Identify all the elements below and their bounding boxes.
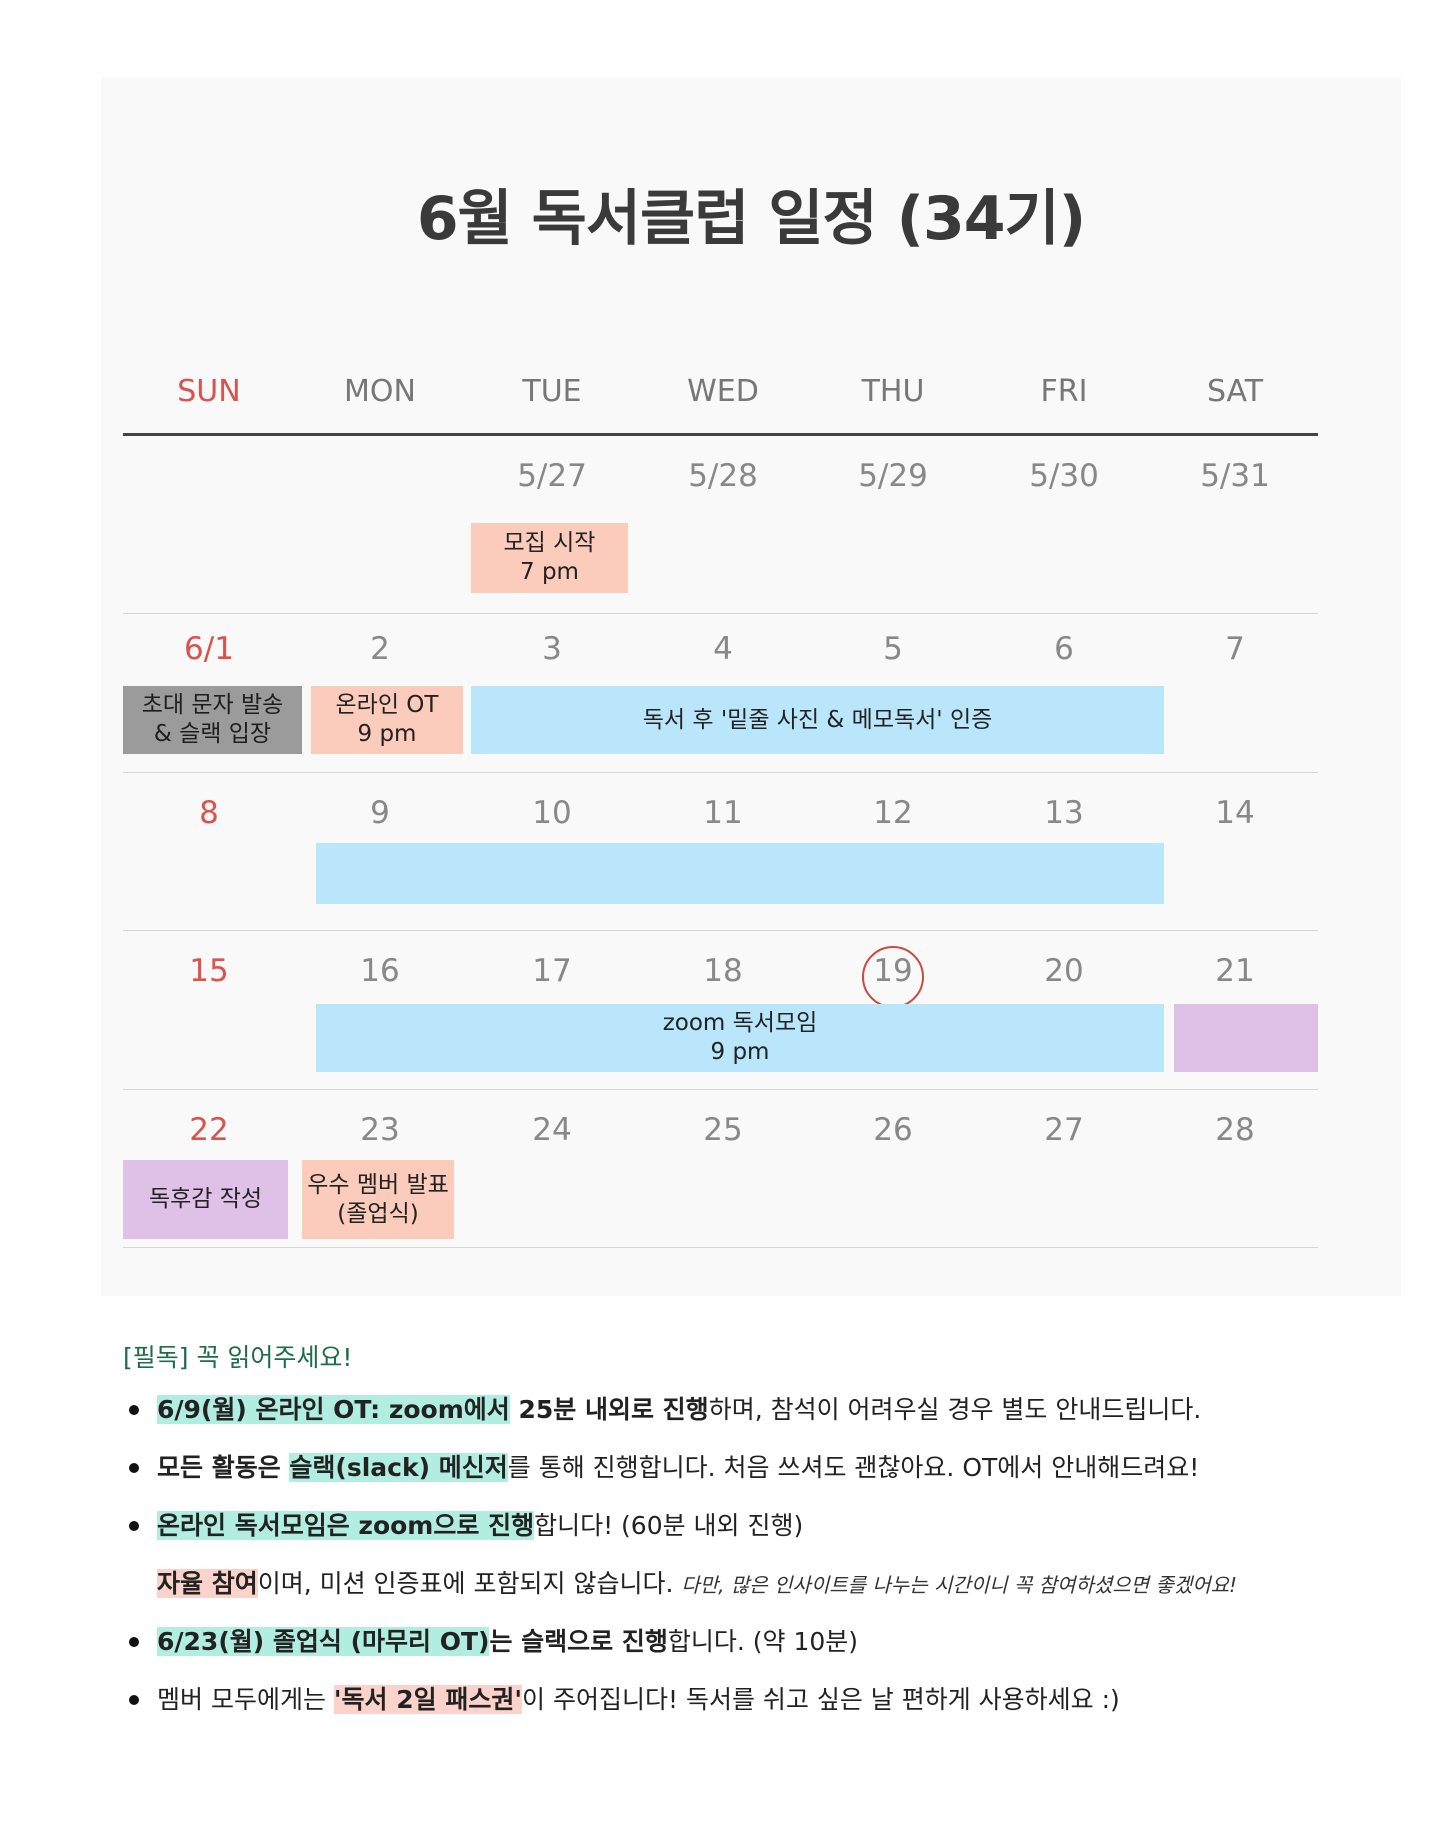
date-cell: 5/29 [858, 458, 928, 494]
date-cell: 14 [1215, 795, 1255, 831]
date-cell: 26 [873, 1112, 913, 1148]
date-cell: 7 [1225, 631, 1245, 667]
date-cell: 11 [703, 795, 743, 831]
notice-list: 6/9(월) 온라인 OT: zoom에서 25분 내외로 진행하며, 참석이 … [123, 1390, 1423, 1738]
event-reading-cert-bar[interactable] [316, 843, 1164, 904]
weekday-sun: SUN [177, 374, 241, 409]
date-cell: 22 [189, 1112, 229, 1148]
notice-item: 6/9(월) 온라인 OT: zoom에서 25분 내외로 진행하며, 참석이 … [123, 1390, 1423, 1448]
bullet-icon [129, 1463, 139, 1473]
header-divider [123, 433, 1318, 436]
date-cell: 21 [1215, 953, 1255, 989]
date-cell: 12 [873, 795, 913, 831]
weekday-fri: FRI [1040, 374, 1088, 409]
event-invite[interactable]: 초대 문자 발송 & 슬랙 입장 [123, 686, 302, 754]
notice-item: 모든 활동은 슬랙(slack) 메신저를 통해 진행합니다. 처음 쓰셔도 괜… [123, 1448, 1423, 1506]
event-review[interactable]: 독후감 작성 [123, 1160, 288, 1239]
week-divider [123, 930, 1318, 931]
date-cell: 16 [360, 953, 400, 989]
date-cell: 13 [1044, 795, 1084, 831]
date-cell: 5/30 [1029, 458, 1099, 494]
date-cell: 20 [1044, 953, 1084, 989]
event-best-member[interactable]: 우수 멤버 발표 (졸업식) [302, 1160, 454, 1239]
date-cell: 8 [199, 795, 219, 831]
date-cell: 15 [189, 953, 229, 989]
date-cell: 5/27 [517, 458, 587, 494]
weekday-wed: WED [687, 374, 759, 409]
date-cell: 2 [370, 631, 390, 667]
event-recruit-start[interactable]: 모집 시작 7 pm [471, 523, 628, 593]
event-review-bar[interactable] [1174, 1004, 1318, 1072]
date-cell: 9 [370, 795, 390, 831]
week-divider [123, 1247, 1318, 1248]
weekday-thu: THU [861, 374, 925, 409]
bullet-icon [129, 1637, 139, 1647]
date-cell: 28 [1215, 1112, 1255, 1148]
event-zoom-meeting[interactable]: zoom 독서모임 9 pm [316, 1004, 1164, 1072]
date-cell: 6/1 [184, 631, 234, 667]
date-cell: 10 [532, 795, 572, 831]
date-cell: 4 [713, 631, 733, 667]
notice-item: 6/23(월) 졸업식 (마무리 OT)는 슬랙으로 진행합니다. (약 10분… [123, 1622, 1423, 1680]
date-cell: 5/31 [1200, 458, 1270, 494]
bullet-icon [129, 1405, 139, 1415]
bullet-icon [129, 1695, 139, 1705]
date-cell: 27 [1044, 1112, 1084, 1148]
weekday-mon: MON [344, 374, 416, 409]
week-divider [123, 1089, 1318, 1090]
bullet-icon [129, 1521, 139, 1531]
date-cell: 23 [360, 1112, 400, 1148]
event-online-ot[interactable]: 온라인 OT 9 pm [311, 686, 463, 754]
week-divider [123, 772, 1318, 773]
date-cell: 17 [532, 953, 572, 989]
notice-item: 온라인 독서모임은 zoom으로 진행합니다! (60분 내외 진행) [123, 1506, 1423, 1564]
date-cell: 24 [532, 1112, 572, 1148]
event-reading-cert[interactable]: 독서 후 '밑줄 사진 & 메모독서' 인증 [471, 686, 1164, 754]
week-divider [123, 613, 1318, 614]
date-cell: 18 [703, 953, 743, 989]
notice-title: [필독] 꼭 읽어주세요! [123, 1343, 353, 1372]
date-cell: 3 [542, 631, 562, 667]
notice-item: 멤버 모두에게는 '독서 2일 패스권'이 주어집니다! 독서를 쉬고 싶은 날… [123, 1680, 1423, 1738]
date-cell: 6 [1054, 631, 1074, 667]
date-cell: 5/28 [688, 458, 758, 494]
date-cell-today: 19 [873, 953, 913, 989]
notice-subitem: 자율 참여이며, 미션 인증표에 포함되지 않습니다. 다만, 많은 인사이트를… [157, 1569, 1238, 1598]
weekday-sat: SAT [1206, 374, 1264, 409]
weekday-tue: TUE [522, 374, 582, 409]
date-cell: 25 [703, 1112, 743, 1148]
page-title: 6월 독서클럽 일정 (34기) [416, 184, 1086, 254]
date-cell: 5 [883, 631, 903, 667]
